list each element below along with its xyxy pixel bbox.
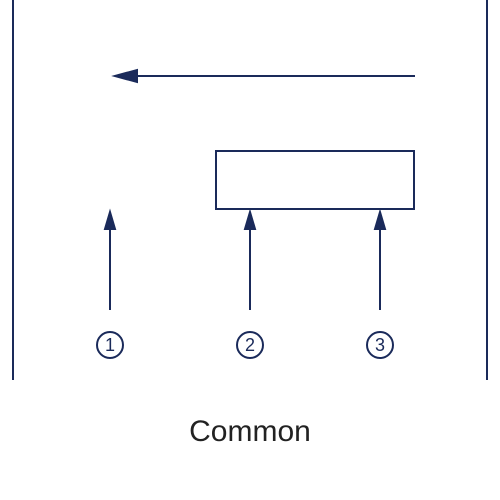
marker-3: 3 bbox=[366, 331, 394, 359]
caption-text: Common bbox=[189, 415, 311, 448]
component-box bbox=[215, 150, 415, 210]
marker-label: 1 bbox=[105, 335, 115, 356]
marker-label: 3 bbox=[375, 335, 385, 356]
diagram-caption: Common bbox=[150, 415, 350, 449]
marker-2: 2 bbox=[236, 331, 264, 359]
marker-label: 2 bbox=[245, 335, 255, 356]
marker-1: 1 bbox=[96, 331, 124, 359]
